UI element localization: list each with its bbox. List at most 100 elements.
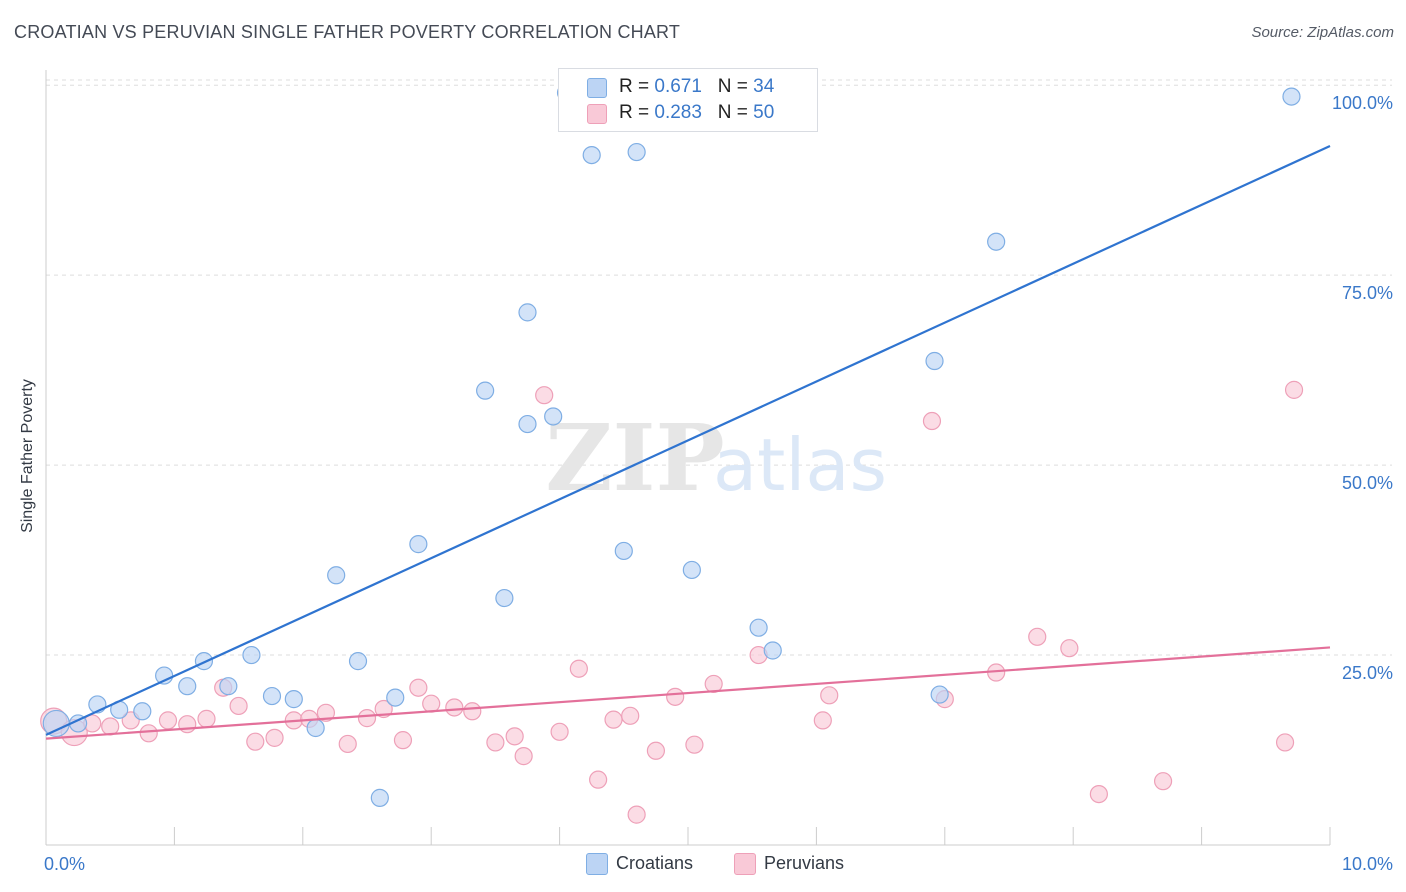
- croatian-point: [614, 541, 633, 561]
- croatian-point: [262, 686, 282, 706]
- peruvian-point: [101, 717, 120, 736]
- croatian-point: [348, 652, 368, 671]
- trend-lines: [45, 144, 1331, 740]
- peruvian-point: [445, 698, 464, 717]
- peruvian-point: [422, 694, 441, 713]
- legend-r-label: R =: [619, 102, 655, 123]
- peruvian-point: [229, 696, 248, 716]
- legend-r-value: 0.671: [654, 76, 702, 97]
- gridlines: [46, 79, 1392, 656]
- legend-r-label: R =: [619, 76, 655, 97]
- x-tick-label: 10.0%: [1342, 854, 1393, 874]
- croatian-point: [930, 685, 949, 704]
- bottom-legend-swatch-croatians: [586, 853, 608, 875]
- peruvian-point: [604, 710, 623, 729]
- peruvian-point: [393, 731, 413, 750]
- tick-labels: 25.0% 50.0% 75.0% 100.0% 0.0% 10.0%: [44, 93, 1393, 874]
- peruvian-point: [627, 805, 646, 824]
- chart-title: CROATIAN VS PERUVIAN SINGLE FATHER POVER…: [14, 22, 681, 42]
- peruvian-point: [178, 715, 197, 734]
- watermark-zip: ZIP: [545, 404, 724, 512]
- croatian-point: [1282, 87, 1301, 106]
- peruvian-point: [197, 709, 216, 728]
- peruvian-point: [1275, 733, 1295, 752]
- peruvian-point: [139, 724, 158, 743]
- croatian-point: [682, 560, 701, 580]
- peruvian-point: [246, 732, 265, 751]
- peruvian-point: [409, 678, 428, 697]
- peruvian-point: [922, 411, 942, 431]
- croatian-point: [495, 588, 514, 608]
- peruvian-point: [1153, 772, 1173, 791]
- croatian-point: [42, 709, 70, 738]
- croatian-point: [306, 718, 325, 738]
- croatian-point: [987, 232, 1006, 251]
- y-tick-label: 50.0%: [1342, 473, 1393, 493]
- y-tick-label: 25.0%: [1342, 663, 1393, 683]
- legend-swatch-peruvians: [587, 104, 607, 124]
- watermark-atlas: atlas: [713, 423, 887, 507]
- croatian-point: [284, 690, 303, 709]
- croatian-point: [925, 351, 944, 371]
- croatian-point: [518, 303, 537, 322]
- peruvian-point: [685, 735, 704, 754]
- peruvian-point: [550, 722, 569, 741]
- peruvian-point: [666, 687, 685, 706]
- bottom-legend-label-croatians: Croatians: [616, 853, 694, 873]
- croatian-point: [194, 652, 214, 671]
- peruvian-point: [813, 711, 832, 730]
- peruvian-point: [621, 706, 640, 725]
- croatian-point: [763, 641, 782, 660]
- peruvian-trend-line: [45, 646, 1331, 740]
- croatian-point: [178, 677, 197, 696]
- correlation-legend: R = 0.671 N = 34 R = 0.283 N = 50: [558, 68, 818, 132]
- peruvian-point: [486, 733, 505, 752]
- croatian-point: [582, 145, 601, 165]
- peruvian-point: [357, 709, 377, 728]
- croatian-point: [386, 688, 405, 707]
- peruvian-point: [463, 702, 482, 721]
- croatian-point: [749, 618, 768, 637]
- croatian-point: [518, 414, 537, 434]
- y-tick-label: 100.0%: [1332, 93, 1393, 113]
- bottom-legend-swatch-peruvians: [734, 853, 756, 875]
- legend-n-label: N =: [717, 102, 754, 123]
- x-tick-label: 0.0%: [44, 854, 85, 874]
- peruvian-point: [265, 728, 284, 747]
- legend-swatch-croatians: [587, 78, 607, 98]
- croatian-trend-line: [45, 144, 1331, 736]
- croatian-point: [370, 788, 389, 807]
- peruvian-point: [1284, 380, 1304, 399]
- peruvian-point: [338, 734, 357, 754]
- peruvian-point: [569, 659, 588, 678]
- legend-n-value: 50: [753, 102, 775, 123]
- croatian-point: [242, 645, 261, 665]
- peruvian-point: [316, 703, 336, 722]
- croatian-point: [476, 381, 495, 400]
- croatian-point: [627, 142, 646, 162]
- peruvian-point: [589, 770, 608, 789]
- bottom-legend-label-peruvians: Peruvians: [764, 853, 845, 873]
- peruvian-point: [535, 386, 554, 405]
- source-label: Source: ZipAtlas.com: [1251, 24, 1394, 41]
- peruvian-point: [158, 711, 178, 730]
- croatian-point: [544, 407, 563, 426]
- legend-stats-peruvians: R = 0.283 N = 50: [619, 102, 774, 124]
- legend-n-label: N =: [717, 76, 754, 97]
- peruvian-point: [646, 741, 666, 760]
- peruvian-point: [1060, 639, 1079, 658]
- y-tick-label: 75.0%: [1342, 283, 1393, 303]
- peruvian-point: [1028, 627, 1047, 646]
- croatian-point: [133, 702, 152, 721]
- peruvian-point: [1089, 784, 1108, 804]
- watermark: ZIP atlas: [545, 404, 887, 512]
- peruvian-point: [514, 747, 533, 766]
- peruvian-point: [704, 674, 723, 694]
- croatian-point: [409, 535, 428, 554]
- peruvian-point: [820, 686, 839, 705]
- croatian-point: [327, 566, 346, 585]
- peruvian-point: [505, 727, 524, 746]
- legend-r-value: 0.283: [654, 102, 702, 123]
- croatian-point: [219, 677, 238, 696]
